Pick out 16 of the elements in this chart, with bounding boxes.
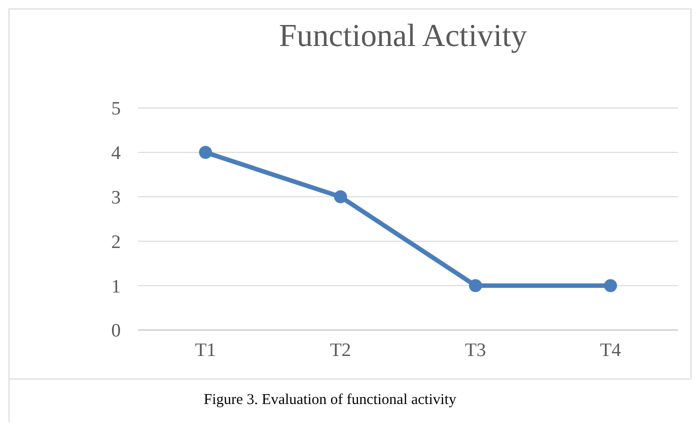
y-tick-label: 4: [111, 143, 122, 164]
x-tick-label: T4: [600, 340, 622, 361]
y-tick-label: 3: [111, 187, 121, 208]
y-tick-label: 5: [111, 98, 121, 120]
caption: Figure 3. Evaluation of functional activity: [204, 392, 457, 408]
point: [334, 190, 347, 204]
y-tick-label: 2: [111, 232, 121, 253]
x-tick-label: T1: [194, 340, 216, 361]
y-tick-label: 0: [111, 320, 121, 342]
point: [604, 279, 617, 292]
x-tick-label: T3: [464, 340, 486, 361]
x-tick-label: T2: [330, 340, 352, 361]
y-tick-label: 1: [111, 276, 121, 298]
point: [199, 146, 212, 159]
chart-title: Functional Activity: [279, 17, 527, 53]
point: [469, 279, 482, 292]
